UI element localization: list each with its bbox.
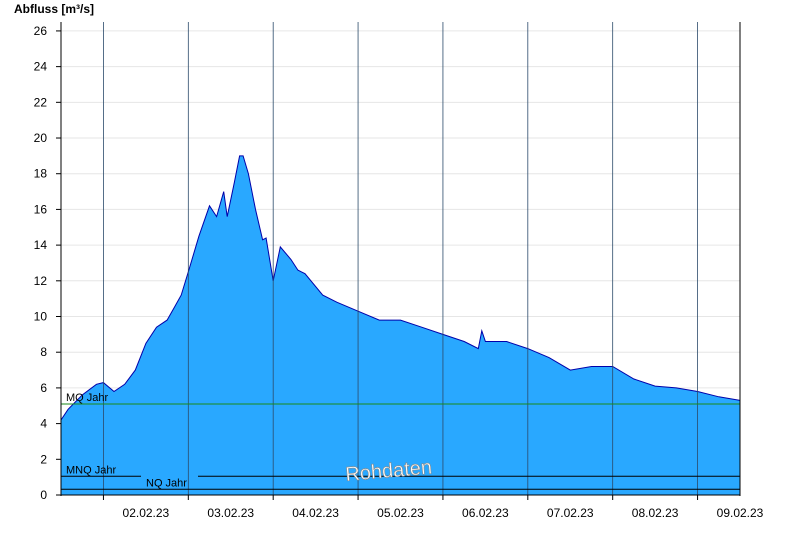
x-tick-label: 08.02.23 — [632, 506, 679, 520]
series-layer — [60, 155, 741, 495]
y-tick-label: 26 — [34, 24, 48, 38]
x-tick-label: 05.02.23 — [377, 506, 424, 520]
y-tick-label: 4 — [40, 417, 47, 431]
x-tick-label: 06.02.23 — [462, 506, 509, 520]
y-tick-label: 14 — [34, 238, 48, 252]
y-tick-label: 22 — [34, 95, 48, 109]
y-tick-label: 6 — [40, 381, 47, 395]
y-tick-label: 20 — [34, 131, 48, 145]
x-tick-label: 09.02.23 — [717, 506, 764, 520]
x-tick-label: 07.02.23 — [547, 506, 594, 520]
y-tick-label: 18 — [34, 167, 48, 181]
x-tick-label: 04.02.23 — [292, 506, 339, 520]
y-tick-label: 10 — [34, 310, 48, 324]
nq-label: NQ Jahr — [146, 477, 187, 489]
x-tick-label: 03.02.23 — [207, 506, 254, 520]
y-tick-label: 8 — [40, 345, 47, 359]
y-tick-label: 2 — [40, 452, 47, 466]
mnq-label: MNQ Jahr — [66, 464, 116, 476]
series-area — [61, 155, 740, 495]
y-tick-label: 24 — [34, 60, 48, 74]
y-tick-label: 16 — [34, 202, 48, 216]
y-tick-label: 12 — [34, 274, 48, 288]
y-tick-label: 0 — [40, 488, 47, 502]
day-separator-lines — [103, 22, 698, 495]
reference-lines: MQ Jahr MNQ Jahr NQ Jahr — [61, 392, 740, 490]
mq-label: MQ Jahr — [66, 392, 109, 404]
x-tick-label: 02.02.23 — [123, 506, 170, 520]
y-axis-label: Abfluss [m³/s] — [14, 2, 94, 16]
series-line — [60, 155, 741, 421]
